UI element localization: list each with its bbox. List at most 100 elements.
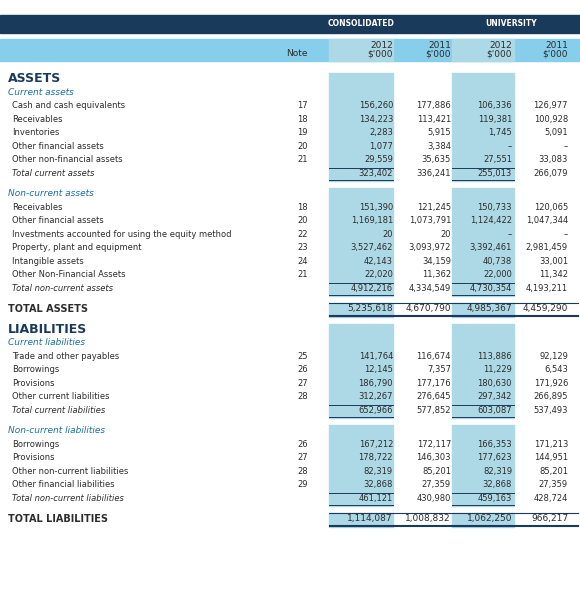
- Bar: [452, 452, 514, 466]
- Text: Provisions: Provisions: [12, 379, 55, 388]
- Text: 85,201: 85,201: [539, 467, 568, 476]
- Text: 32,868: 32,868: [364, 480, 393, 489]
- Bar: [329, 202, 393, 215]
- Text: 35,635: 35,635: [422, 155, 451, 164]
- Text: 17: 17: [298, 101, 308, 110]
- Text: 24: 24: [298, 257, 308, 266]
- Text: 6,543: 6,543: [544, 365, 568, 374]
- Text: 428,724: 428,724: [534, 494, 568, 503]
- Bar: [329, 479, 393, 493]
- Text: Total non-current liabilities: Total non-current liabilities: [12, 494, 124, 503]
- Text: 336,241: 336,241: [416, 169, 451, 178]
- Text: 33,001: 33,001: [539, 257, 568, 266]
- Text: 1,114,087: 1,114,087: [347, 514, 393, 523]
- Text: 652,966: 652,966: [358, 406, 393, 415]
- Bar: [452, 269, 514, 283]
- Text: 34,159: 34,159: [422, 257, 451, 266]
- Text: 33,083: 33,083: [539, 155, 568, 164]
- Bar: [329, 364, 393, 377]
- Text: 126,977: 126,977: [534, 101, 568, 110]
- Text: 20: 20: [298, 216, 308, 225]
- Bar: [329, 127, 393, 140]
- Text: 1,745: 1,745: [488, 128, 512, 137]
- Bar: [329, 466, 393, 479]
- Bar: [329, 167, 393, 181]
- Text: Other Non-Financial Assets: Other Non-Financial Assets: [12, 270, 125, 279]
- Text: 4,670,790: 4,670,790: [405, 304, 451, 313]
- Text: 4,459,290: 4,459,290: [523, 304, 568, 313]
- Text: ASSETS: ASSETS: [8, 72, 61, 85]
- Text: Note: Note: [287, 49, 308, 58]
- Text: 113,886: 113,886: [477, 352, 512, 361]
- Text: 29,559: 29,559: [364, 155, 393, 164]
- Text: Non-current assets: Non-current assets: [8, 189, 94, 198]
- Text: 171,926: 171,926: [534, 379, 568, 388]
- Text: 1,008,832: 1,008,832: [405, 514, 451, 523]
- Bar: [329, 323, 393, 337]
- Text: Current liabilities: Current liabilities: [8, 338, 85, 347]
- Text: 11,342: 11,342: [539, 270, 568, 279]
- Text: 134,223: 134,223: [358, 115, 393, 124]
- Text: 167,212: 167,212: [358, 440, 393, 449]
- Text: 4,912,216: 4,912,216: [351, 284, 393, 293]
- Text: 3,527,462: 3,527,462: [351, 243, 393, 252]
- Bar: [452, 167, 514, 181]
- Bar: [452, 466, 514, 479]
- Bar: [452, 425, 514, 439]
- Bar: [452, 229, 514, 242]
- Text: 22: 22: [298, 230, 308, 239]
- Text: 177,886: 177,886: [416, 101, 451, 110]
- Text: 82,319: 82,319: [483, 467, 512, 476]
- Text: Non-current liabilities: Non-current liabilities: [8, 426, 105, 435]
- Text: 5,915: 5,915: [427, 128, 451, 137]
- Text: –: –: [564, 230, 568, 239]
- Text: Trade and other payables: Trade and other payables: [12, 352, 119, 361]
- Text: 26: 26: [298, 440, 308, 449]
- Text: UNIVERSITY: UNIVERSITY: [485, 19, 537, 28]
- Text: 18: 18: [298, 203, 308, 212]
- Bar: [329, 86, 393, 100]
- Text: 23: 23: [298, 243, 308, 252]
- Text: 92,129: 92,129: [539, 352, 568, 361]
- Text: 312,267: 312,267: [358, 392, 393, 401]
- Text: 266,895: 266,895: [534, 392, 568, 401]
- Bar: [329, 188, 393, 202]
- Text: Other financial liabilities: Other financial liabilities: [12, 480, 115, 489]
- Text: 19: 19: [298, 128, 308, 137]
- Text: Inventories: Inventories: [12, 128, 59, 137]
- Text: 144,951: 144,951: [534, 453, 568, 462]
- Text: $'000: $'000: [487, 49, 512, 58]
- Text: Borrowings: Borrowings: [12, 365, 59, 374]
- Text: 171,213: 171,213: [534, 440, 568, 449]
- Bar: [452, 127, 514, 140]
- Bar: [452, 391, 514, 404]
- Text: 150,733: 150,733: [477, 203, 512, 212]
- Text: 2011: 2011: [545, 40, 568, 49]
- Text: 1,077: 1,077: [369, 142, 393, 151]
- Text: Other non-current liabilities: Other non-current liabilities: [12, 467, 128, 476]
- Bar: [452, 350, 514, 364]
- Text: 26: 26: [298, 365, 308, 374]
- Text: 537,493: 537,493: [534, 406, 568, 415]
- Text: 121,245: 121,245: [417, 203, 451, 212]
- Text: Cash and cash equivalents: Cash and cash equivalents: [12, 101, 125, 110]
- Bar: [329, 229, 393, 242]
- Text: 1,062,250: 1,062,250: [466, 514, 512, 523]
- Text: 28: 28: [298, 467, 308, 476]
- Text: 156,260: 156,260: [358, 101, 393, 110]
- Text: –: –: [564, 142, 568, 151]
- Bar: [329, 73, 393, 86]
- Bar: [329, 113, 393, 127]
- Text: 461,121: 461,121: [359, 494, 393, 503]
- Text: 459,163: 459,163: [477, 494, 512, 503]
- Bar: [329, 303, 393, 317]
- Text: 276,645: 276,645: [416, 392, 451, 401]
- Bar: [452, 73, 514, 86]
- Text: –: –: [508, 142, 512, 151]
- Text: Other financial assets: Other financial assets: [12, 216, 104, 225]
- Text: 4,985,367: 4,985,367: [466, 304, 512, 313]
- Text: 42,143: 42,143: [364, 257, 393, 266]
- Text: 2,283: 2,283: [369, 128, 393, 137]
- Text: 20: 20: [298, 142, 308, 151]
- Text: Intangible assets: Intangible assets: [12, 257, 84, 266]
